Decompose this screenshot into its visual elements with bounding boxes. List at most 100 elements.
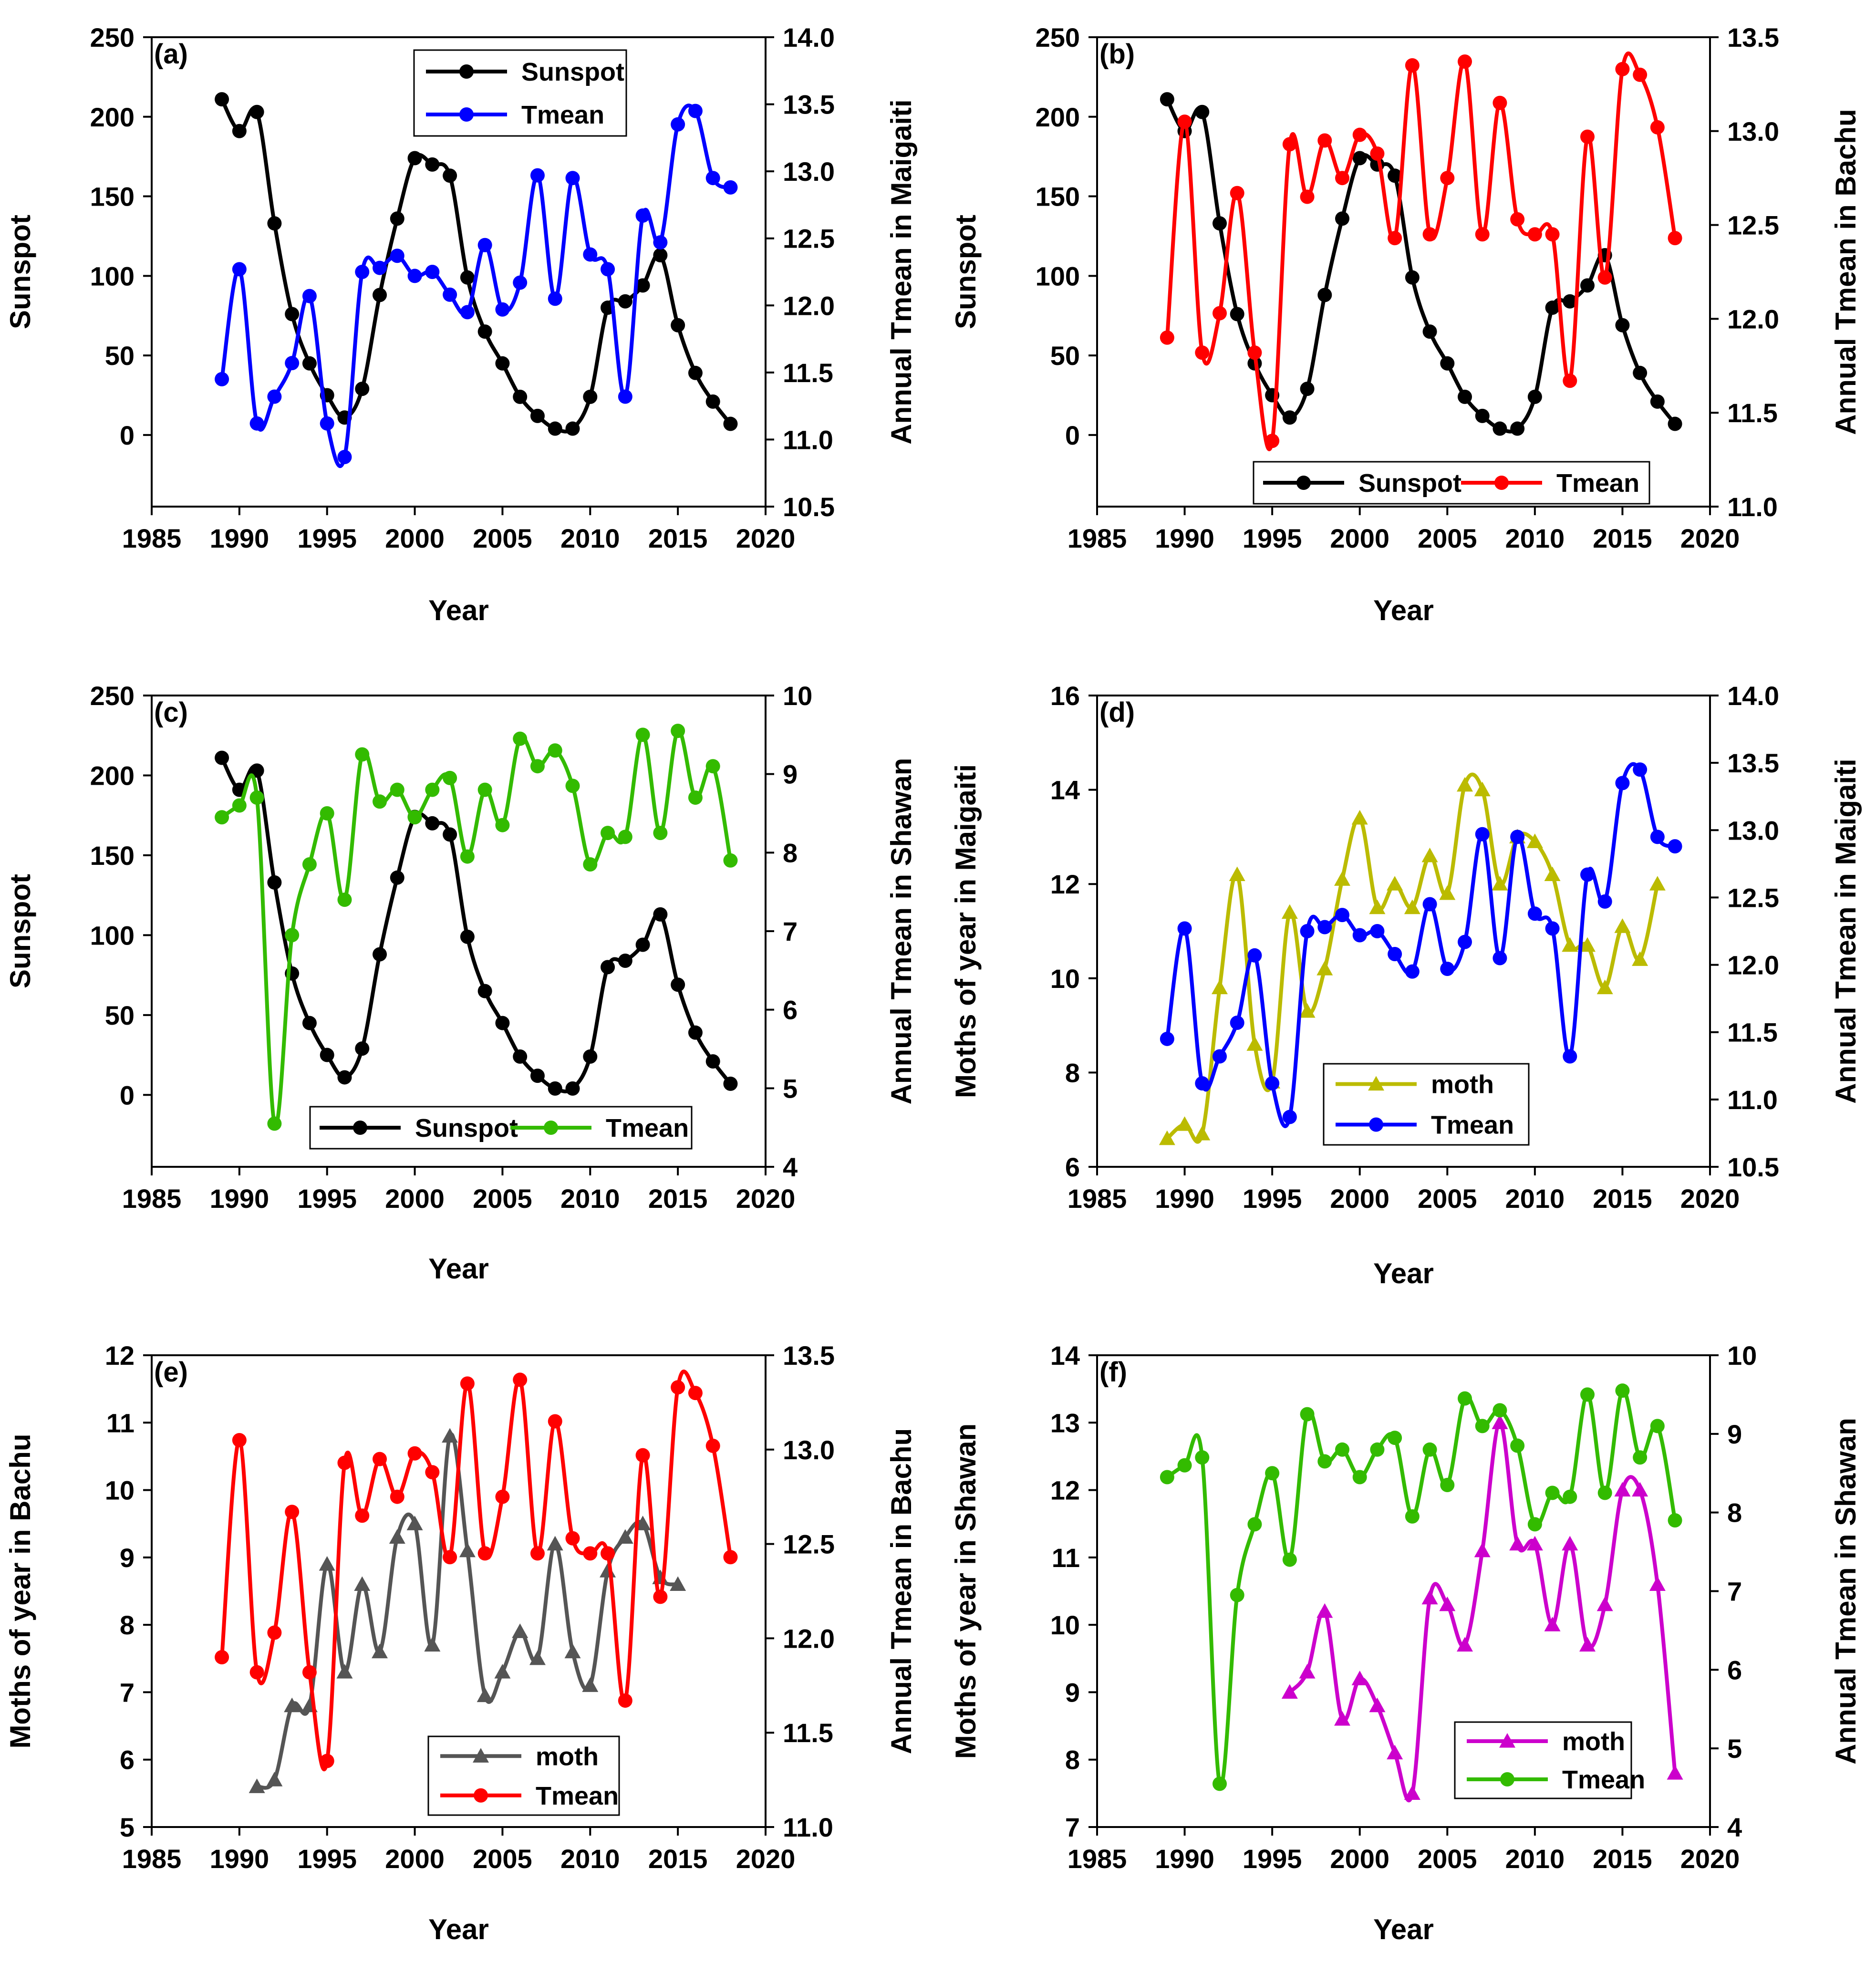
data-point (601, 1546, 615, 1561)
right-tick-label: 12.0 (1727, 950, 1779, 980)
data-point (443, 770, 457, 785)
right-tick-label: 13.5 (783, 90, 835, 120)
data-point (232, 124, 247, 138)
legend-marker (353, 1121, 367, 1135)
left-tick-label: 14 (1050, 1340, 1080, 1371)
data-point (1545, 1485, 1560, 1500)
x-tick-label: 2010 (1505, 1184, 1565, 1214)
data-point (1457, 777, 1473, 792)
data-point (1527, 1517, 1542, 1532)
data-point (1265, 1076, 1280, 1090)
data-point (1195, 1076, 1210, 1090)
data-point (1160, 92, 1174, 107)
data-point (688, 1386, 703, 1401)
data-point (530, 1069, 545, 1083)
data-point (302, 356, 317, 371)
left-tick-label: 8 (1065, 1058, 1080, 1088)
data-point (320, 416, 334, 431)
data-point (583, 857, 598, 872)
x-axis-title: Year (428, 1253, 489, 1285)
legend: Sunspot Tmean (413, 49, 627, 137)
legend-marker (474, 1788, 488, 1803)
data-point (1527, 227, 1542, 242)
data-point (513, 731, 528, 746)
data-point (1282, 1110, 1297, 1124)
data-point (601, 262, 615, 277)
data-point (232, 1433, 247, 1448)
x-tick-label: 2015 (1593, 1844, 1652, 1874)
data-point (583, 389, 598, 404)
plot-frame (1096, 36, 1711, 508)
data-point (1633, 365, 1648, 380)
data-point (723, 1076, 738, 1091)
data-point (1369, 1697, 1386, 1713)
x-tick-label: 2005 (1418, 523, 1477, 553)
data-point (215, 92, 229, 107)
data-point (547, 1536, 563, 1551)
data-point (1493, 95, 1507, 110)
left-tick-label: 11 (106, 1408, 135, 1438)
data-point (1650, 1419, 1665, 1433)
right-tick-label: 11.5 (783, 1718, 833, 1748)
data-point (1422, 227, 1437, 242)
right-tick-label: 11.0 (1727, 1085, 1778, 1115)
data-point (407, 269, 422, 283)
data-point (1545, 921, 1560, 936)
data-point (671, 724, 685, 738)
x-tick-label: 1985 (1068, 1184, 1127, 1214)
data-point (477, 1546, 492, 1561)
data-point (1247, 948, 1262, 963)
data-point (564, 1643, 581, 1659)
data-point (355, 1041, 370, 1056)
data-point (1458, 389, 1472, 404)
data-point (1387, 1745, 1403, 1760)
data-point (1439, 1596, 1456, 1611)
data-point (1212, 979, 1228, 995)
data-point (1300, 382, 1315, 396)
data-point (1475, 408, 1490, 423)
legend: moth Tmean (427, 1735, 620, 1816)
data-point (1388, 168, 1402, 183)
legend: moth Tmean (1323, 1063, 1530, 1146)
series-line (220, 728, 733, 1128)
left-tick-label: 50 (105, 1000, 135, 1030)
data-point (653, 248, 668, 262)
data-point (1474, 781, 1491, 797)
data-point (513, 389, 528, 404)
panel-f: 1985 1990 1995 2000 2005 2010 2015 2020 7 8 9 10 11 1… (950, 1340, 1862, 1945)
data-point (1213, 216, 1227, 231)
data-point (1440, 171, 1455, 186)
legend-label: moth (1431, 1070, 1494, 1099)
data-point (723, 416, 738, 431)
data-point (1159, 1130, 1175, 1145)
x-tick-label: 2020 (736, 523, 796, 553)
data-point (319, 1556, 335, 1571)
data-point (1335, 1442, 1349, 1457)
data-point (653, 826, 668, 841)
data-point (425, 1465, 440, 1480)
data-point (232, 262, 247, 277)
data-point (1388, 946, 1402, 961)
data-point (302, 1665, 317, 1680)
data-point (1195, 1450, 1210, 1465)
data-point (320, 1754, 334, 1768)
data-point (688, 104, 703, 118)
data-point (1421, 847, 1438, 862)
left-tick-label: 12 (105, 1340, 135, 1371)
data-point (1404, 899, 1420, 914)
data-point (285, 356, 300, 371)
data-point (1596, 979, 1613, 995)
data-point (1316, 961, 1333, 976)
data-point (390, 782, 404, 797)
data-point (1351, 1671, 1368, 1685)
x-tick-label: 2000 (1330, 523, 1389, 553)
data-point (513, 1372, 528, 1387)
data-point (1493, 421, 1507, 436)
legend: Sunspot Tmean (1253, 461, 1650, 505)
data-point (671, 318, 685, 332)
left-tick-label: 50 (1050, 341, 1080, 371)
data-point (425, 782, 440, 797)
data-point (1475, 227, 1490, 242)
x-tick-label: 1990 (210, 523, 269, 553)
left-axis-title: Sunspot (4, 874, 36, 988)
